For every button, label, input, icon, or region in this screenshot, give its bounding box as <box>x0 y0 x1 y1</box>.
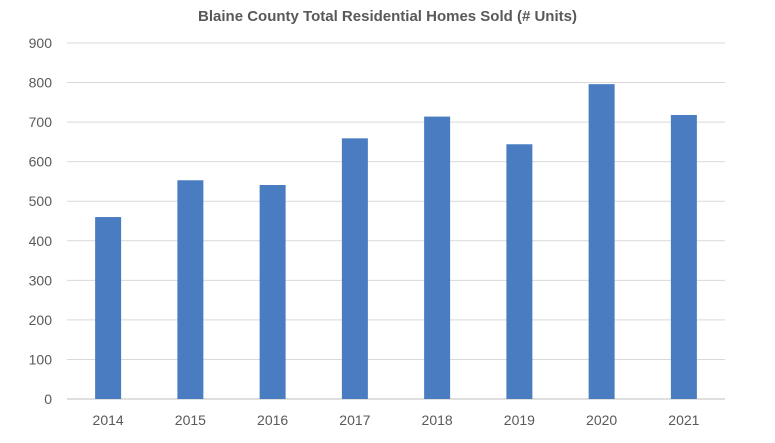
y-tick-label-900: 900 <box>29 35 53 51</box>
y-tick-label-400: 400 <box>29 233 53 249</box>
x-tick-label-2015: 2015 <box>175 412 206 428</box>
y-tick-label-100: 100 <box>29 351 53 367</box>
x-tick-label-2016: 2016 <box>257 412 288 428</box>
bar-2021 <box>670 114 697 399</box>
bar-2014 <box>95 217 122 399</box>
y-tick-label-200: 200 <box>29 312 53 328</box>
chart-title: Blaine County Total Residential Homes So… <box>198 8 577 25</box>
x-tick-label-2021: 2021 <box>668 412 699 428</box>
bar-2016 <box>259 185 286 399</box>
x-tick-label-2014: 2014 <box>93 412 124 428</box>
y-tick-label-600: 600 <box>29 154 53 170</box>
y-tick-label-800: 800 <box>29 75 53 91</box>
y-tick-label-700: 700 <box>29 114 53 130</box>
bar-2020 <box>588 84 615 399</box>
y-tick-label-500: 500 <box>29 193 53 209</box>
x-tick-label-2018: 2018 <box>422 412 453 428</box>
x-tick-label-2019: 2019 <box>504 412 535 428</box>
bar-2015 <box>177 180 204 399</box>
bar-2017 <box>341 138 368 399</box>
x-tick-label-2017: 2017 <box>339 412 370 428</box>
x-tick-label-2020: 2020 <box>586 412 617 428</box>
y-tick-label-300: 300 <box>29 272 53 288</box>
bar-2018 <box>424 116 451 399</box>
bar-2019 <box>506 144 533 399</box>
y-tick-label-0: 0 <box>44 391 52 407</box>
